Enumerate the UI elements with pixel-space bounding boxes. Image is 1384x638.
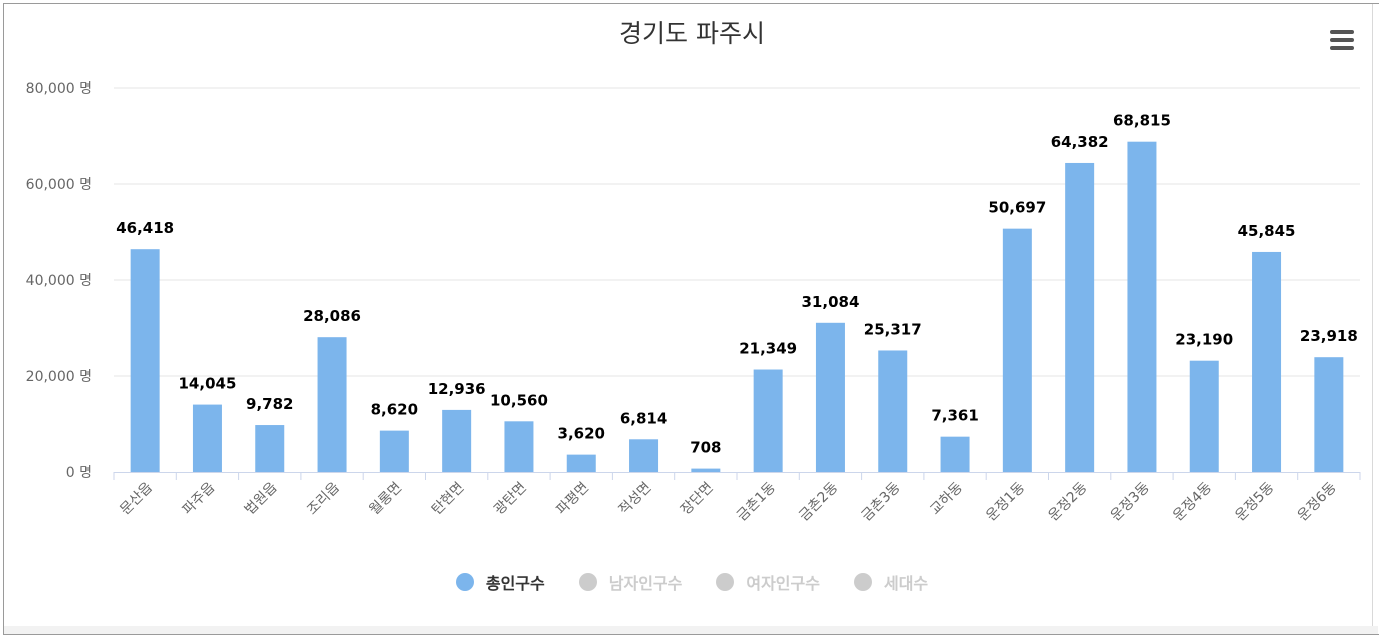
y-tick-label: 40,000 명 [26, 273, 92, 289]
bar-2[interactable] [192, 404, 222, 472]
legend-label: 총인구수 [485, 574, 545, 593]
data-label: 21,349 [739, 340, 797, 358]
legend-label: 세대수 [883, 574, 929, 593]
y-tick-label: 20,000 명 [26, 369, 92, 385]
bar-19[interactable] [1252, 251, 1282, 472]
bar-14[interactable] [940, 436, 970, 472]
data-label: 50,697 [988, 199, 1046, 217]
bar-3[interactable] [255, 425, 285, 472]
data-label: 9,782 [246, 395, 293, 413]
x-tick-label: 운정5동 [1232, 479, 1277, 524]
y-tick-label: 0 명 [66, 465, 92, 481]
x-tick-label: 운정2동 [1046, 479, 1091, 524]
x-tick-label: 교하동 [927, 479, 966, 518]
bar-12[interactable] [815, 322, 845, 472]
x-tick-label: 장단면 [678, 480, 717, 519]
y-tick-label: 80,000 명 [26, 81, 92, 97]
x-tick-label: 금촌3동 [859, 479, 904, 524]
data-label: 31,084 [802, 293, 860, 311]
x-tick-label: 탄현면 [429, 480, 468, 519]
bar-17[interactable] [1127, 141, 1157, 473]
data-label: 6,814 [620, 409, 667, 427]
x-tick-label: 운정1동 [983, 479, 1028, 524]
x-tick-label: 문산읍 [117, 479, 156, 518]
hamburger-menu-icon[interactable] [1328, 28, 1356, 52]
bar-20[interactable] [1314, 357, 1344, 472]
legend-item-2[interactable]: 남자인구수 [578, 570, 683, 594]
y-tick-label: 60,000 명 [26, 177, 92, 193]
legend-marker-icon [853, 573, 872, 591]
x-tick-label: 조리읍 [304, 479, 343, 518]
bar-15[interactable] [1002, 228, 1032, 472]
x-tick-label: 금촌2동 [796, 479, 841, 524]
data-label: 64,382 [1051, 133, 1109, 151]
x-tick-label: 운정4동 [1170, 479, 1215, 524]
data-label: 23,918 [1300, 327, 1358, 345]
legend-item-1[interactable]: 총인구수 [455, 570, 545, 594]
data-label: 8,620 [371, 401, 418, 419]
x-tick-label: 적성면 [616, 480, 655, 519]
chart-title: 경기도 파주시 [619, 19, 765, 48]
bar-5[interactable] [379, 430, 409, 472]
legend-marker-icon [716, 573, 735, 591]
data-label: 10,560 [490, 391, 548, 409]
bar-1[interactable] [130, 249, 160, 472]
data-label: 23,190 [1175, 331, 1233, 349]
x-tick-label: 파평면 [553, 480, 592, 519]
legend: 총인구수 남자인구수 여자인구수 세대수 [0, 570, 1384, 594]
data-label: 3,620 [558, 425, 605, 443]
bar-7[interactable] [504, 421, 534, 472]
legend-item-3[interactable]: 여자인구수 [716, 570, 820, 594]
data-label: 68,815 [1113, 112, 1171, 130]
bar-8[interactable] [566, 454, 596, 472]
bar-16[interactable] [1065, 162, 1095, 472]
legend-marker-icon [455, 573, 474, 591]
data-label: 12,936 [428, 380, 486, 398]
bar-18[interactable] [1189, 360, 1219, 472]
data-label: 708 [690, 439, 721, 457]
legend-marker-icon [578, 573, 597, 591]
legend-label: 여자인구수 [746, 574, 820, 593]
x-tick-label: 운정3동 [1108, 479, 1153, 524]
bar-11[interactable] [753, 369, 783, 472]
data-label: 46,418 [116, 219, 174, 237]
x-tick-label: 광탄면 [491, 480, 530, 519]
data-label: 28,086 [303, 307, 361, 325]
x-tick-label: 법원읍 [242, 479, 281, 518]
bar-6[interactable] [442, 409, 472, 472]
bar-4[interactable] [317, 337, 347, 472]
x-tick-label: 운정6동 [1295, 479, 1340, 524]
bottom-strip [4, 626, 1378, 634]
legend-item-4[interactable]: 세대수 [853, 570, 929, 594]
legend-label: 남자인구수 [608, 574, 683, 593]
x-tick-label: 파주읍 [180, 479, 219, 518]
x-tick-label: 월롱면 [367, 480, 406, 519]
x-tick-label: 금촌1동 [734, 479, 779, 524]
data-label: 45,845 [1238, 222, 1296, 240]
bar-13[interactable] [878, 350, 908, 472]
data-label: 7,361 [931, 407, 978, 425]
bar-9[interactable] [629, 439, 659, 472]
data-label: 14,045 [179, 375, 237, 393]
data-label: 25,317 [864, 320, 922, 338]
bar-10[interactable] [691, 468, 721, 472]
scrollbar-gutter [1372, 4, 1380, 634]
